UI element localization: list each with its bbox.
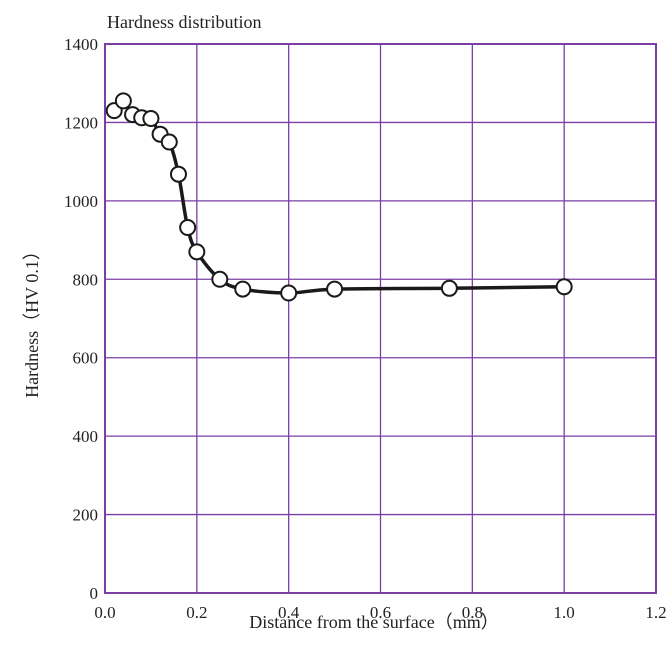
data-point-6 bbox=[160, 133, 178, 151]
data-point-15 bbox=[555, 278, 573, 296]
x-tick-label: 1.2 bbox=[645, 603, 666, 622]
y-axis-title: Hardness（HV 0.1） bbox=[22, 242, 42, 398]
x-tick-label: 0.4 bbox=[278, 603, 300, 622]
y-tick-label: 1000 bbox=[64, 192, 98, 211]
data-points bbox=[105, 92, 573, 302]
data-point-11 bbox=[234, 280, 252, 298]
y-tick-label: 600 bbox=[73, 349, 99, 368]
y-tick-label: 200 bbox=[73, 506, 99, 525]
data-point-9 bbox=[188, 243, 206, 261]
y-axis: 0 200 400 600 800 1000 1200 1400 bbox=[64, 35, 98, 603]
x-tick-label: 0.6 bbox=[370, 603, 391, 622]
data-point-10 bbox=[211, 270, 229, 288]
x-tick-label: 1.0 bbox=[554, 603, 575, 622]
x-tick-label: 0.8 bbox=[462, 603, 483, 622]
y-tick-label: 1200 bbox=[64, 113, 98, 132]
data-point-7 bbox=[169, 165, 187, 183]
data-point-4 bbox=[142, 110, 160, 128]
data-point-13 bbox=[326, 280, 344, 298]
y-tick-label: 1400 bbox=[64, 35, 98, 54]
x-axis: 0.0 0.2 0.4 0.6 0.8 1.0 1.2 bbox=[94, 603, 666, 622]
data-point-14 bbox=[440, 279, 458, 297]
data-point-8 bbox=[179, 219, 197, 237]
plot-frame bbox=[104, 43, 657, 594]
y-tick-label: 800 bbox=[73, 270, 99, 289]
x-axis-title: Distance from the surface（mm） bbox=[249, 612, 498, 632]
grid bbox=[104, 43, 657, 594]
y-tick-label: 0 bbox=[90, 584, 99, 603]
y-tick-label: 400 bbox=[73, 427, 99, 446]
data-point-1 bbox=[114, 92, 132, 110]
chart-title: Hardness distribution bbox=[107, 12, 262, 32]
x-tick-label: 0.2 bbox=[186, 603, 207, 622]
x-tick-label: 0.0 bbox=[94, 603, 115, 622]
series-line bbox=[112, 99, 566, 295]
data-point-12 bbox=[280, 284, 298, 302]
